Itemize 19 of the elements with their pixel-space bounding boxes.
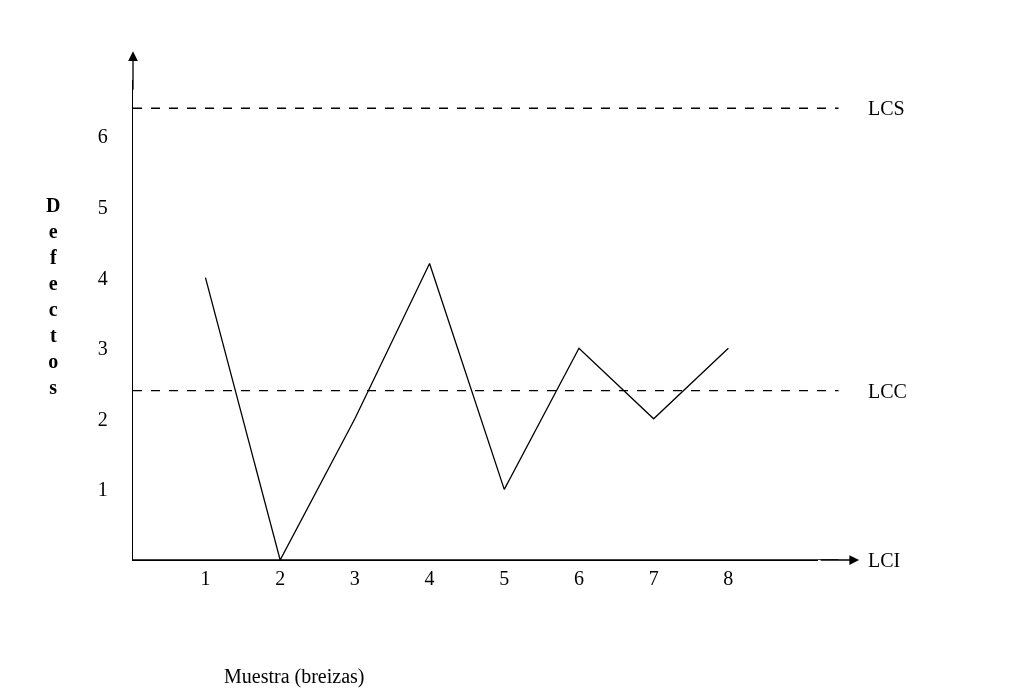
x-tick-label: 1 <box>200 567 211 590</box>
y-tick-label: 2 <box>97 407 108 430</box>
y-tick-label: 3 <box>97 337 108 360</box>
x-tick-label: 8 <box>723 567 734 590</box>
x-axis-title: Muestra (breizas) <box>224 665 365 688</box>
y-tick-label: 6 <box>97 125 108 148</box>
ref-line-label: LCC <box>868 380 907 402</box>
x-tick-label: 6 <box>573 567 584 590</box>
y-tick-label: 5 <box>97 196 108 219</box>
ref-line-label: LCS <box>868 97 905 119</box>
x-tick-label: 4 <box>424 567 435 590</box>
x-tick-label: 3 <box>349 567 360 590</box>
y-tick-label: 1 <box>97 478 108 501</box>
ref-line-label: LCI <box>868 549 901 571</box>
y-axis-title: Defectos <box>46 194 61 398</box>
x-tick-label: 2 <box>275 567 286 590</box>
x-tick-label: 5 <box>499 567 510 590</box>
x-tick-label: 7 <box>648 567 659 590</box>
y-tick-label: 4 <box>97 266 108 289</box>
